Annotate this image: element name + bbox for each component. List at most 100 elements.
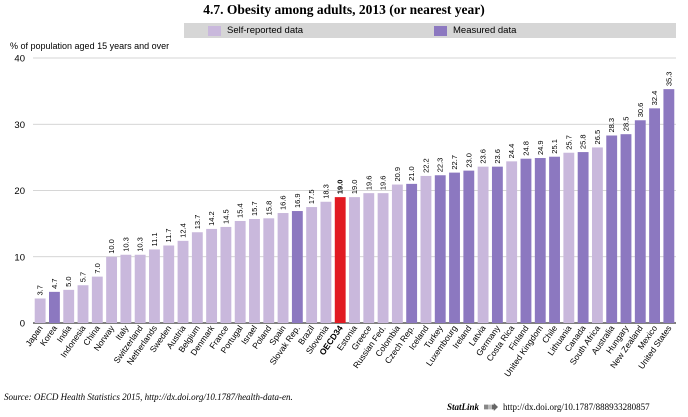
bar-australia bbox=[606, 135, 618, 323]
bar-indonesia bbox=[77, 285, 89, 323]
y-tick-label: 30 bbox=[14, 120, 25, 131]
y-tick-label: 20 bbox=[14, 186, 25, 197]
bar-value-label: 20.9 bbox=[393, 167, 402, 182]
bar-france bbox=[220, 226, 232, 323]
bar-value-label: 22.3 bbox=[436, 158, 445, 173]
bar-brazil bbox=[306, 207, 318, 323]
bar-ireland bbox=[463, 170, 475, 323]
bar-luxembourg bbox=[449, 172, 460, 323]
bar-chile bbox=[549, 156, 560, 323]
bar-spain bbox=[277, 213, 289, 323]
bar-india bbox=[63, 289, 75, 323]
bar-germany bbox=[491, 166, 503, 323]
legend: Self-reported data Measured data bbox=[184, 23, 676, 38]
bar-value-label: 24.8 bbox=[521, 141, 530, 156]
bar-value-label: 28.3 bbox=[607, 118, 616, 133]
bar-canada bbox=[577, 152, 589, 323]
bar-czech-rep- bbox=[406, 183, 418, 323]
bar-value-label: 25.1 bbox=[550, 139, 559, 154]
y-tick-label: 10 bbox=[14, 252, 25, 263]
bar-costa-rica bbox=[506, 161, 518, 323]
bar-korea bbox=[49, 291, 60, 323]
bar-value-label: 3.7 bbox=[36, 285, 45, 295]
bar-hungary bbox=[620, 134, 632, 323]
bar-slovenia bbox=[320, 201, 332, 323]
bar-value-label: 25.7 bbox=[564, 135, 573, 150]
bar-value-label: 22.7 bbox=[450, 155, 459, 170]
bar-oecd34 bbox=[334, 197, 346, 323]
bar-portugal bbox=[234, 220, 246, 323]
bar-finland bbox=[520, 158, 532, 323]
bar-value-label: 13.7 bbox=[193, 215, 202, 230]
bar-austria bbox=[177, 240, 189, 323]
bar-value-label: 17.5 bbox=[307, 189, 316, 204]
bar-chart: 0102030403.7Japan4.7Korea5.0India5.7Indo… bbox=[14, 54, 676, 379]
bar-value-label: 15.4 bbox=[236, 203, 245, 218]
bar-south-africa bbox=[591, 147, 603, 323]
bar-value-label: 19.6 bbox=[379, 176, 388, 191]
y-tick-label: 0 bbox=[20, 319, 25, 330]
bar-switzerland bbox=[134, 254, 146, 323]
bar-value-label: 35.3 bbox=[664, 72, 673, 87]
bar-value-label: 18.3 bbox=[321, 184, 330, 199]
bar-sweden bbox=[163, 245, 175, 323]
bar-value-label: 5.0 bbox=[64, 276, 73, 286]
bar-china bbox=[91, 276, 103, 323]
bar-value-label: 25.8 bbox=[579, 134, 588, 149]
legend-swatch-measured bbox=[434, 25, 447, 36]
bar-iceland bbox=[420, 175, 432, 323]
statlink[interactable]: StatLink http://dx.doi.org/10.1787/88893… bbox=[447, 402, 650, 412]
bar-value-label: 19.0 bbox=[336, 180, 345, 195]
bar-value-label: 14.5 bbox=[221, 209, 230, 224]
bar-value-label: 22.2 bbox=[421, 158, 430, 173]
bar-value-label: 5.7 bbox=[79, 272, 88, 282]
statlink-brand: StatLink bbox=[447, 402, 480, 412]
bar-slovak-rep- bbox=[291, 211, 303, 323]
bar-united-states bbox=[663, 89, 675, 323]
bar-value-label: 11.1 bbox=[150, 232, 159, 246]
bar-lithuania bbox=[563, 152, 575, 323]
bar-colombia bbox=[391, 184, 403, 323]
bar-mexico bbox=[649, 108, 660, 323]
bar-japan bbox=[34, 298, 46, 323]
bar-value-label: 12.4 bbox=[179, 223, 188, 238]
bar-greece bbox=[363, 193, 375, 323]
bar-poland bbox=[263, 218, 275, 323]
y-axis-title: % of population aged 15 years and over bbox=[10, 41, 170, 51]
bar-denmark bbox=[206, 228, 218, 323]
bar-value-label: 7.0 bbox=[93, 263, 102, 273]
bar-value-label: 28.5 bbox=[621, 117, 630, 132]
bar-value-label: 24.4 bbox=[507, 144, 516, 159]
bar-value-label: 15.7 bbox=[250, 201, 259, 216]
bar-united-kingdom bbox=[534, 158, 546, 323]
bar-value-label: 14.2 bbox=[207, 211, 216, 226]
statlink-url[interactable]: http://dx.doi.org/10.1787/888933280857 bbox=[503, 402, 650, 412]
bar-value-label: 19.6 bbox=[364, 176, 373, 191]
bar-value-label: 24.9 bbox=[536, 140, 545, 155]
bar-value-label: 26.5 bbox=[593, 130, 602, 145]
bar-value-label: 10.0 bbox=[107, 239, 116, 254]
bar-netherlands bbox=[149, 249, 160, 323]
bar-value-label: 32.4 bbox=[650, 91, 659, 106]
bar-value-label: 19.0 bbox=[350, 180, 359, 195]
bar-new-zealand bbox=[634, 120, 646, 324]
bar-italy bbox=[120, 254, 132, 323]
legend-label-self-reported: Self-reported data bbox=[227, 25, 304, 36]
bar-value-label: 10.3 bbox=[136, 237, 145, 252]
bar-value-label: 21.0 bbox=[407, 166, 416, 181]
bar-belgium bbox=[191, 232, 203, 323]
bar-latvia bbox=[477, 166, 489, 323]
y-tick-label: 40 bbox=[14, 54, 25, 65]
bar-value-label: 23.6 bbox=[493, 149, 502, 164]
bar-value-label: 15.8 bbox=[264, 201, 273, 216]
bar-russian-fed- bbox=[377, 193, 389, 323]
legend-swatch-self-reported bbox=[208, 25, 221, 36]
statlink-arrow-icon bbox=[484, 403, 499, 411]
bar-value-label: 30.6 bbox=[636, 103, 645, 118]
bar-norway bbox=[106, 256, 118, 323]
bar-estonia bbox=[349, 197, 360, 323]
bar-value-label: 4.7 bbox=[50, 278, 59, 288]
legend-label-measured: Measured data bbox=[453, 25, 517, 36]
source-note: Source: OECD Health Statistics 2015, htt… bbox=[4, 392, 293, 402]
chart-title: 4.7. Obesity among adults, 2013 (or near… bbox=[203, 2, 485, 17]
